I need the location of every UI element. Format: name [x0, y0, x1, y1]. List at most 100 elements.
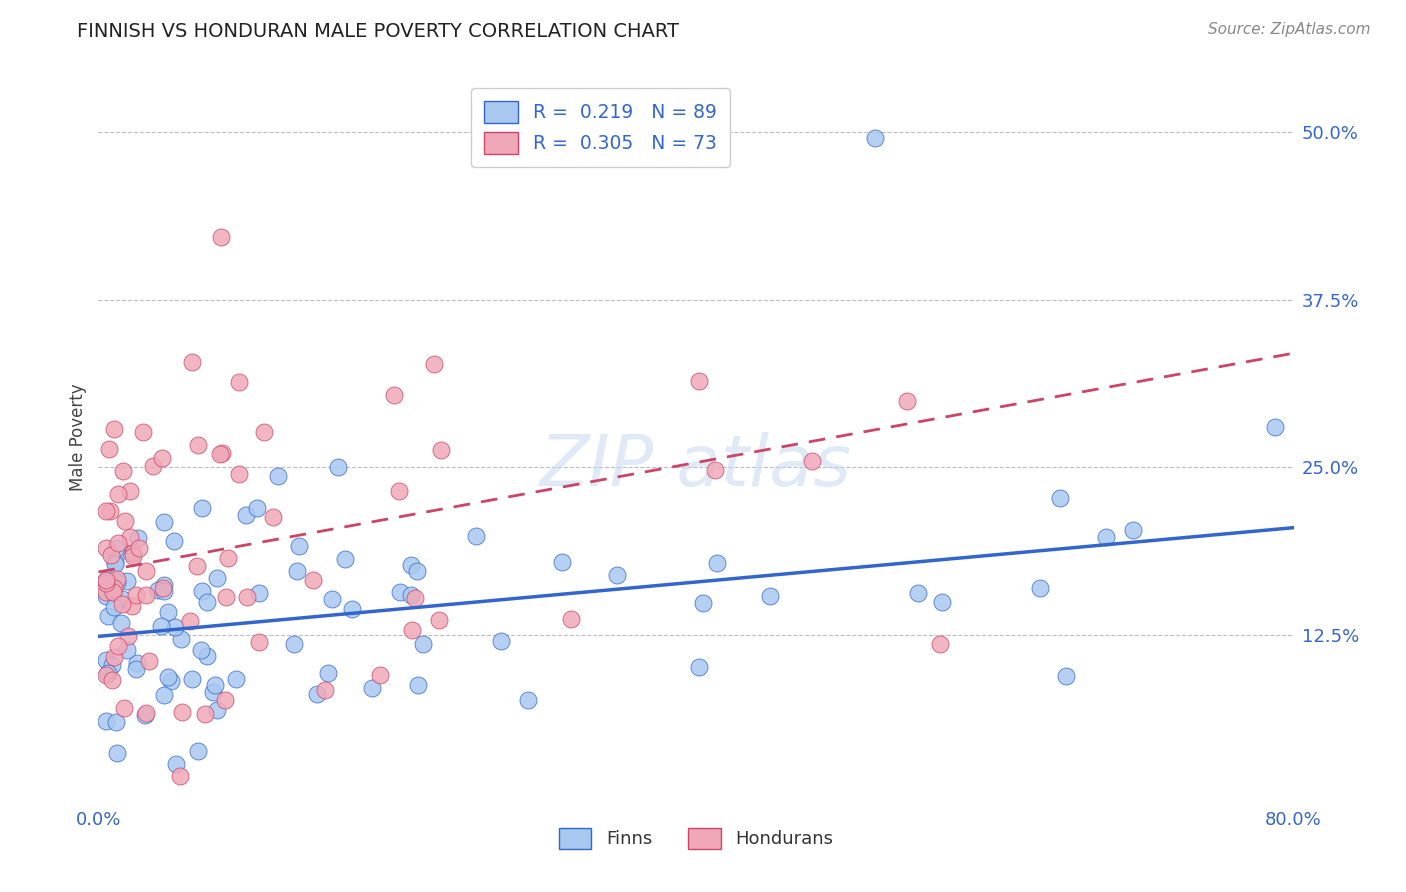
Point	[152, 581, 174, 595]
Point	[153, 583, 176, 598]
Point	[283, 637, 305, 651]
Point	[307, 686, 329, 700]
Point	[187, 438, 209, 452]
Point	[125, 662, 148, 676]
Point	[105, 575, 128, 590]
Legend: Finns, Hondurans: Finns, Hondurans	[551, 821, 841, 856]
Point	[191, 500, 214, 515]
Point	[118, 530, 141, 544]
Point	[551, 555, 574, 569]
Point	[399, 558, 422, 572]
Point	[110, 616, 132, 631]
Point	[340, 602, 363, 616]
Point	[1028, 581, 1050, 595]
Point	[225, 672, 247, 686]
Point	[907, 586, 929, 600]
Point	[111, 592, 134, 607]
Point	[101, 585, 124, 599]
Point	[94, 574, 117, 589]
Point	[1094, 530, 1116, 544]
Point	[117, 642, 139, 657]
Point	[404, 591, 426, 605]
Point	[103, 558, 125, 572]
Point	[138, 653, 160, 667]
Point	[209, 447, 232, 461]
Point	[97, 608, 120, 623]
Point	[215, 590, 238, 604]
Point	[314, 682, 336, 697]
Point	[191, 583, 214, 598]
Point	[149, 619, 172, 633]
Point	[217, 551, 239, 566]
Point	[117, 629, 139, 643]
Point	[228, 376, 250, 390]
Point	[181, 672, 204, 686]
Point	[195, 595, 218, 609]
Point	[401, 588, 423, 602]
Point	[114, 514, 136, 528]
Point	[103, 650, 125, 665]
Point	[316, 665, 339, 680]
Point	[165, 756, 187, 771]
Point	[267, 469, 290, 483]
Point	[120, 546, 142, 560]
Point	[865, 131, 887, 145]
Point	[253, 425, 276, 440]
Point	[112, 464, 135, 478]
Point	[152, 516, 174, 530]
Point	[285, 565, 308, 579]
Point	[389, 585, 412, 599]
Point	[190, 643, 212, 657]
Point	[1122, 523, 1144, 537]
Point	[157, 670, 180, 684]
Point	[931, 595, 953, 609]
Point	[156, 605, 179, 619]
Point	[335, 551, 357, 566]
Point	[100, 583, 122, 598]
Point	[516, 693, 538, 707]
Point	[247, 635, 270, 649]
Point	[228, 467, 250, 481]
Point	[120, 483, 142, 498]
Point	[122, 549, 145, 563]
Point	[105, 541, 128, 555]
Point	[896, 393, 918, 408]
Point	[134, 707, 156, 722]
Point	[125, 588, 148, 602]
Point	[1264, 419, 1286, 434]
Point	[388, 484, 411, 499]
Text: ZIP atlas: ZIP atlas	[540, 432, 852, 500]
Point	[706, 556, 728, 570]
Point	[186, 559, 208, 574]
Point	[405, 564, 427, 578]
Point	[759, 589, 782, 603]
Point	[105, 572, 128, 586]
Point	[148, 583, 170, 598]
Point	[111, 597, 134, 611]
Point	[560, 612, 582, 626]
Point	[135, 564, 157, 578]
Point	[172, 705, 194, 719]
Point	[96, 589, 118, 603]
Point	[94, 584, 117, 599]
Point	[429, 442, 451, 457]
Point	[465, 529, 488, 543]
Point	[187, 744, 209, 758]
Point	[328, 460, 350, 475]
Point	[800, 454, 823, 468]
Point	[382, 388, 405, 402]
Point	[704, 463, 727, 477]
Point	[1049, 491, 1071, 506]
Point	[94, 714, 117, 728]
Point	[112, 700, 135, 714]
Point	[606, 567, 628, 582]
Point	[688, 660, 710, 674]
Point	[94, 653, 117, 667]
Point	[104, 555, 127, 569]
Point	[170, 632, 193, 646]
Point	[368, 667, 391, 681]
Point	[247, 585, 270, 599]
Point	[302, 574, 325, 588]
Point	[107, 487, 129, 501]
Y-axis label: Male Poverty: Male Poverty	[69, 384, 87, 491]
